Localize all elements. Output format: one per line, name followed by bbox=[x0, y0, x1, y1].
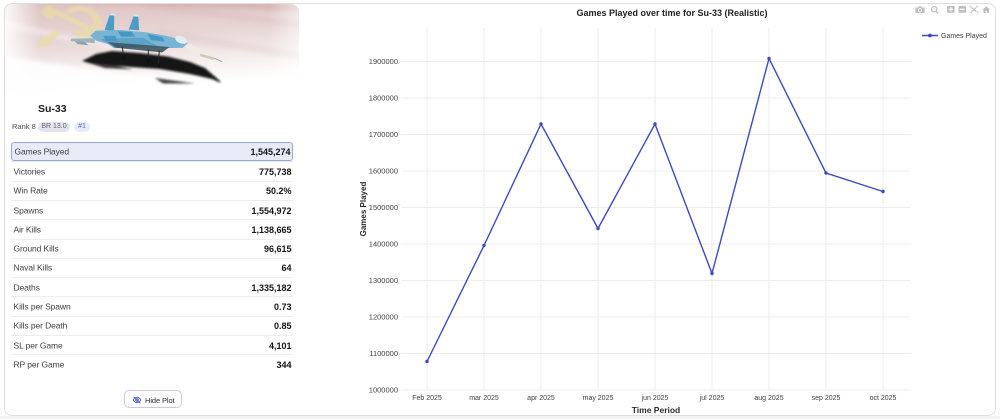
svg-text:Games Played: Games Played bbox=[941, 33, 987, 40]
svg-text:aug 2025: aug 2025 bbox=[754, 395, 783, 402]
svg-text:1700000: 1700000 bbox=[369, 130, 398, 139]
svg-text:Games Played: Games Played bbox=[359, 182, 368, 237]
svg-text:1200000: 1200000 bbox=[369, 313, 398, 322]
svg-text:1500000: 1500000 bbox=[369, 203, 398, 212]
svg-text:oct 2025: oct 2025 bbox=[870, 395, 897, 402]
svg-text:sep 2025: sep 2025 bbox=[812, 395, 841, 402]
svg-text:apr 2025: apr 2025 bbox=[527, 395, 555, 402]
svg-text:Time Period: Time Period bbox=[632, 405, 681, 415]
svg-text:1600000: 1600000 bbox=[369, 167, 398, 176]
svg-text:1800000: 1800000 bbox=[369, 94, 398, 103]
svg-text:jun 2025: jun 2025 bbox=[641, 395, 669, 402]
svg-text:1400000: 1400000 bbox=[369, 240, 398, 249]
svg-text:Games Played over time for Su-: Games Played over time for Su-33 (Realis… bbox=[576, 8, 767, 18]
svg-text:1900000: 1900000 bbox=[369, 57, 398, 66]
svg-text:mar 2025: mar 2025 bbox=[469, 395, 499, 402]
svg-text:1000000: 1000000 bbox=[369, 386, 398, 395]
svg-text:may 2025: may 2025 bbox=[583, 395, 614, 402]
svg-text:1100000: 1100000 bbox=[369, 349, 398, 358]
svg-text:jul 2025: jul 2025 bbox=[699, 395, 725, 402]
svg-text:1300000: 1300000 bbox=[369, 276, 398, 285]
svg-text:Feb 2025: Feb 2025 bbox=[412, 395, 442, 402]
